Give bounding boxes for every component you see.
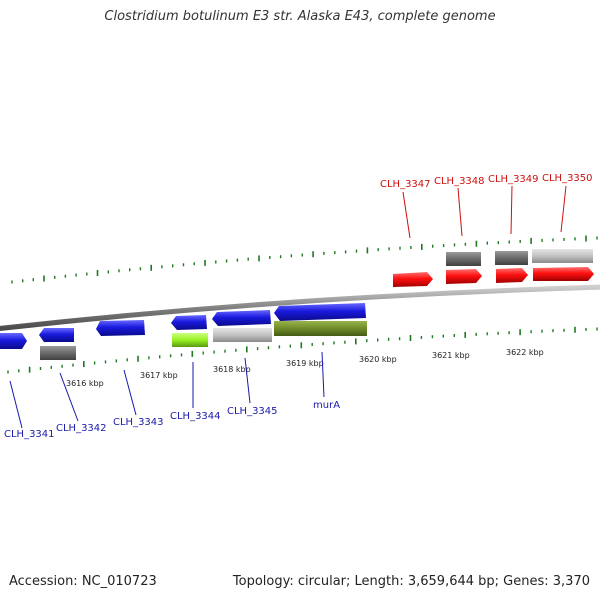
gene-block[interactable] bbox=[213, 328, 272, 342]
scale-label: 3616 kbp bbox=[66, 379, 104, 388]
gene-label[interactable]: CLH_3345 bbox=[227, 406, 278, 417]
gene-label[interactable]: CLH_3343 bbox=[113, 417, 164, 428]
gene-arrow[interactable] bbox=[446, 269, 482, 284]
outer-row-genes bbox=[446, 249, 593, 266]
gene-arrow[interactable] bbox=[533, 267, 594, 281]
gene-block[interactable] bbox=[446, 252, 481, 266]
gene-arrow[interactable] bbox=[496, 268, 528, 283]
gene-arrow[interactable] bbox=[0, 333, 27, 349]
forward-gene-labels: CLH_3347 CLH_3348 CLH_3349 CLH_3350 bbox=[380, 173, 593, 239]
scale-label: 3620 kbp bbox=[359, 355, 397, 364]
gene-block[interactable] bbox=[274, 321, 367, 336]
genome-backbone bbox=[0, 284, 600, 331]
gene-arrow[interactable] bbox=[39, 328, 74, 342]
scale-label: 3619 kbp bbox=[286, 359, 324, 368]
gene-block[interactable] bbox=[172, 333, 208, 347]
gene-label[interactable]: CLH_3348 bbox=[434, 176, 485, 187]
reverse-gene-labels: CLH_3341 CLH_3342 CLH_3343 CLH_3344 CLH_… bbox=[4, 351, 340, 440]
scale-label: 3617 kbp bbox=[140, 371, 178, 380]
inner-row-genes bbox=[40, 321, 367, 360]
gene-label[interactable]: CLH_3341 bbox=[4, 429, 55, 440]
gene-label[interactable]: murA bbox=[313, 400, 340, 411]
gene-block[interactable] bbox=[495, 251, 528, 265]
gene-label[interactable]: CLH_3344 bbox=[170, 411, 221, 422]
inner-tick-track bbox=[7, 326, 598, 374]
gene-block[interactable] bbox=[532, 249, 593, 263]
gene-arrow[interactable] bbox=[171, 315, 207, 330]
map-title: Clostridium botulinum E3 str. Alaska E43… bbox=[104, 9, 496, 24]
gene-block[interactable] bbox=[40, 346, 76, 360]
gene-arrow[interactable] bbox=[274, 303, 366, 321]
reverse-strand-genes bbox=[0, 303, 366, 349]
scale-label: 3618 kbp bbox=[213, 365, 251, 374]
scale-label: 3621 kbp bbox=[432, 351, 470, 360]
genome-summary-text: Topology: circular; Length: 3,659,644 bp… bbox=[232, 574, 590, 589]
scale-labels: 3616 kbp 3617 kbp 3618 kbp 3619 kbp 3620… bbox=[66, 348, 544, 388]
gene-arrow[interactable] bbox=[96, 320, 145, 336]
scale-label: 3622 kbp bbox=[506, 348, 544, 357]
accession-text: Accession: NC_010723 bbox=[9, 574, 157, 589]
outer-tick-track bbox=[11, 235, 598, 284]
gene-label[interactable]: CLH_3347 bbox=[380, 179, 431, 190]
gene-label[interactable]: CLH_3350 bbox=[542, 173, 593, 184]
gene-arrow[interactable] bbox=[393, 272, 433, 287]
gene-label[interactable]: CLH_3342 bbox=[56, 423, 107, 434]
gene-label[interactable]: CLH_3349 bbox=[488, 174, 539, 185]
gene-arrow[interactable] bbox=[212, 310, 271, 326]
forward-strand-genes bbox=[393, 267, 594, 287]
